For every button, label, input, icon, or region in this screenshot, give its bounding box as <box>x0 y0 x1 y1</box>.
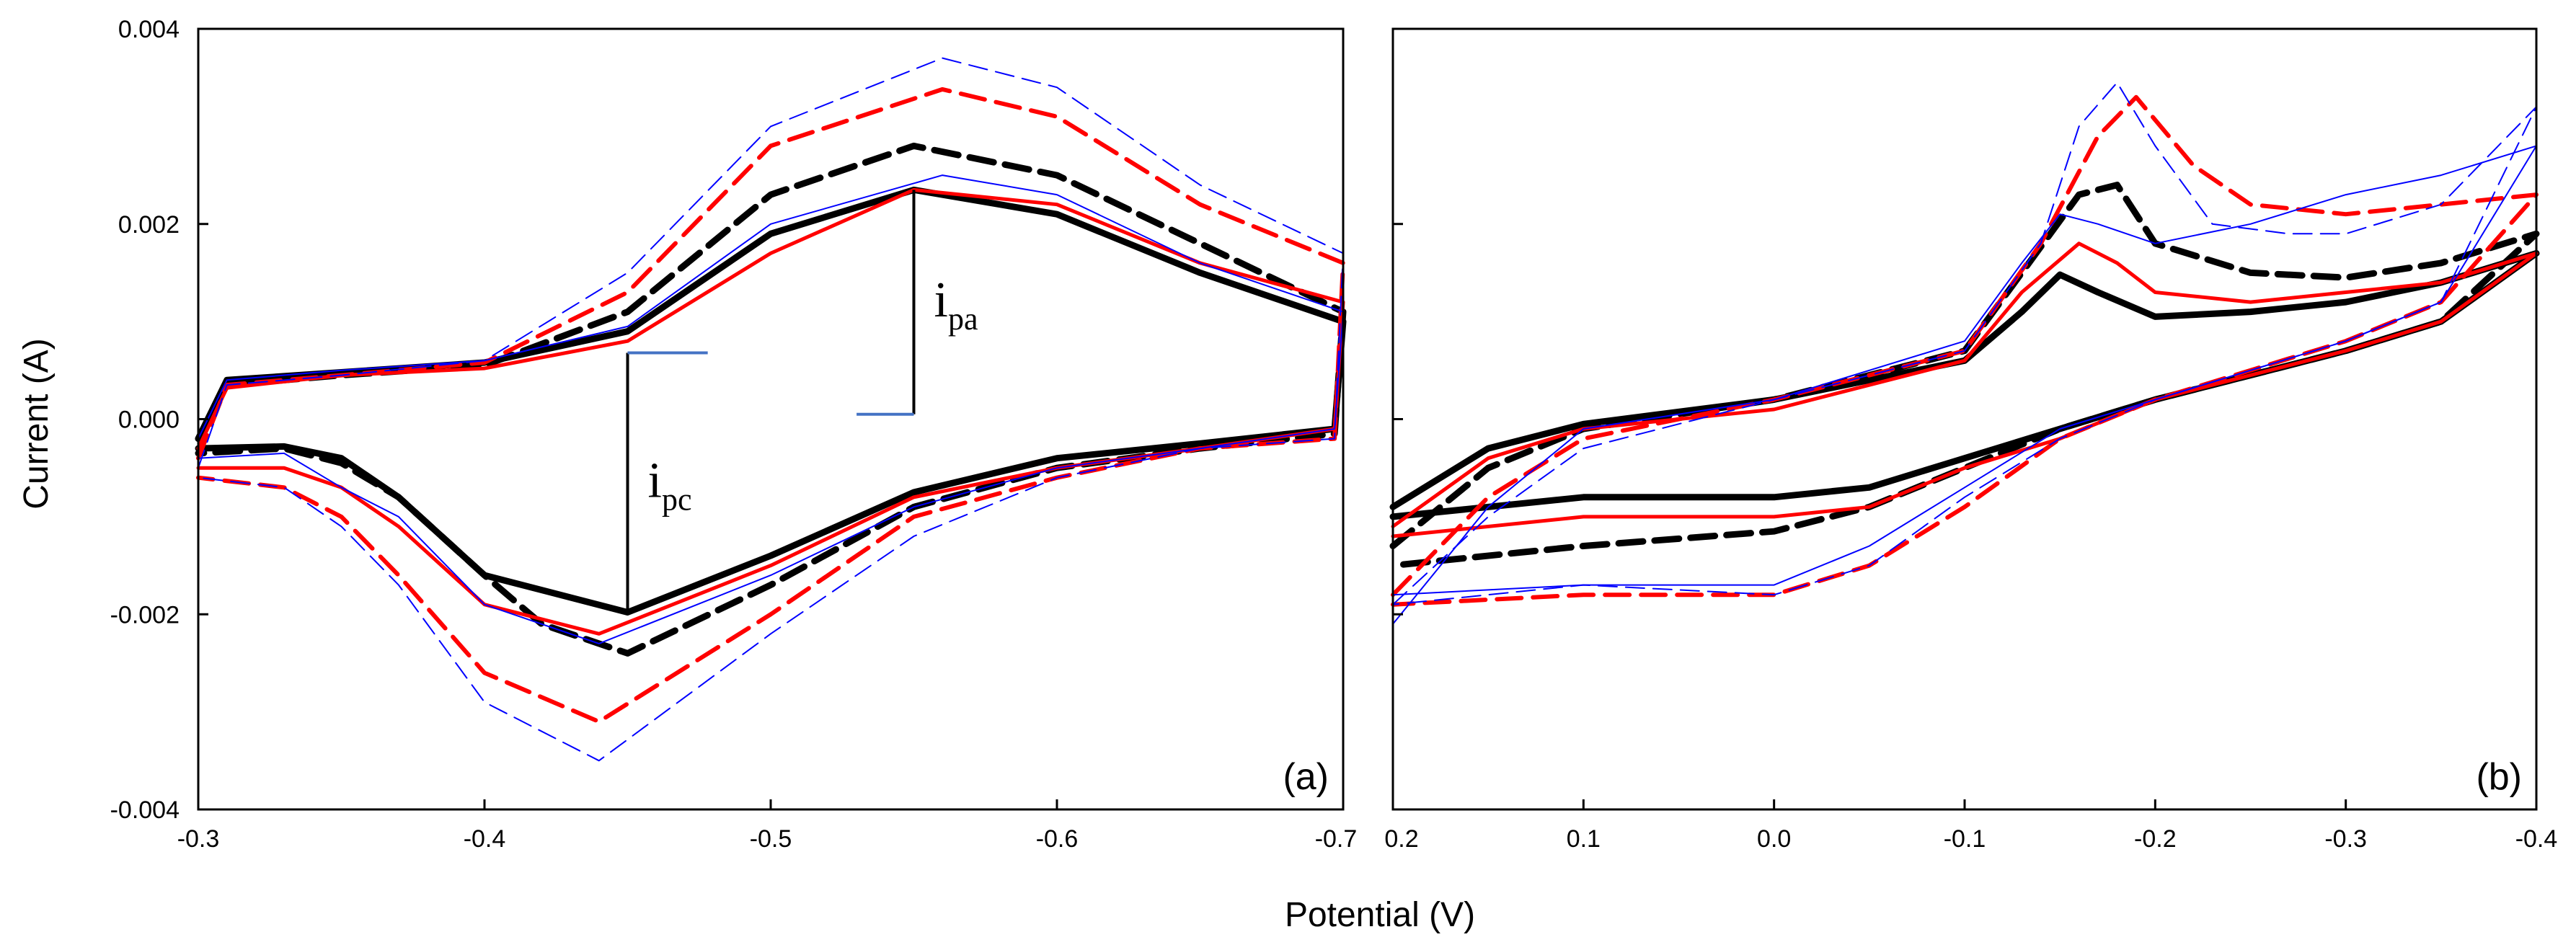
series-black-dashed <box>195 142 1347 657</box>
x-tick-label: 0.0 <box>1757 825 1791 853</box>
series-blue-dashed <box>198 57 1344 762</box>
y-tick-label: -0.004 <box>110 796 180 824</box>
panel-label: (a) <box>1283 756 1329 798</box>
annotation-label-pc: ipc <box>648 453 692 517</box>
x-tick-label: -0.6 <box>1036 825 1079 853</box>
x-tick-label: -0.7 <box>1315 825 1358 853</box>
plot-frame <box>1391 27 2538 811</box>
series-blue-solid <box>1392 145 2537 625</box>
y-tick-label: -0.002 <box>110 601 180 629</box>
y-tick-label: 0.002 <box>118 211 180 239</box>
x-tick-label: -0.2 <box>2134 825 2177 853</box>
y-tick-label: 0.000 <box>118 407 180 434</box>
series-red-solid <box>196 187 1345 636</box>
x-tick-label: -0.4 <box>2515 825 2558 853</box>
y-axis-title: Current (A) <box>17 338 56 509</box>
panel-a: ipa ipc -0.3 -0.4 -0.5 -0.6 -0.7 -0.004 -0.002 0.… <box>110 16 1358 853</box>
x-tick-label: -0.4 <box>464 825 506 853</box>
series-red-solid <box>1391 241 2539 538</box>
series-red-dashed <box>1391 94 2539 607</box>
series-blue-solid <box>198 174 1344 644</box>
x-tick-label: -0.5 <box>750 825 792 853</box>
series-red-dashed <box>196 86 1345 724</box>
annotation-label-pa: ipa <box>934 272 978 337</box>
series-black-solid <box>1389 249 2540 520</box>
x-tick-label: -0.3 <box>2324 825 2367 853</box>
x-axis-title: Potential (V) <box>1285 896 1475 934</box>
x-tick-label: 0.2 <box>1384 825 1418 853</box>
y-tick-label: 0.004 <box>118 16 180 43</box>
x-tick-label: -0.3 <box>177 825 220 853</box>
x-tick-label: -0.1 <box>1944 825 1986 853</box>
x-tick-label: 0.1 <box>1567 825 1601 853</box>
panel-b: 0.2 0.1 0.0 -0.1 -0.2 -0.3 -0.4 (b) <box>1384 27 2558 853</box>
panel-label: (b) <box>2476 756 2522 798</box>
series-blue-dashed <box>1392 81 2537 605</box>
